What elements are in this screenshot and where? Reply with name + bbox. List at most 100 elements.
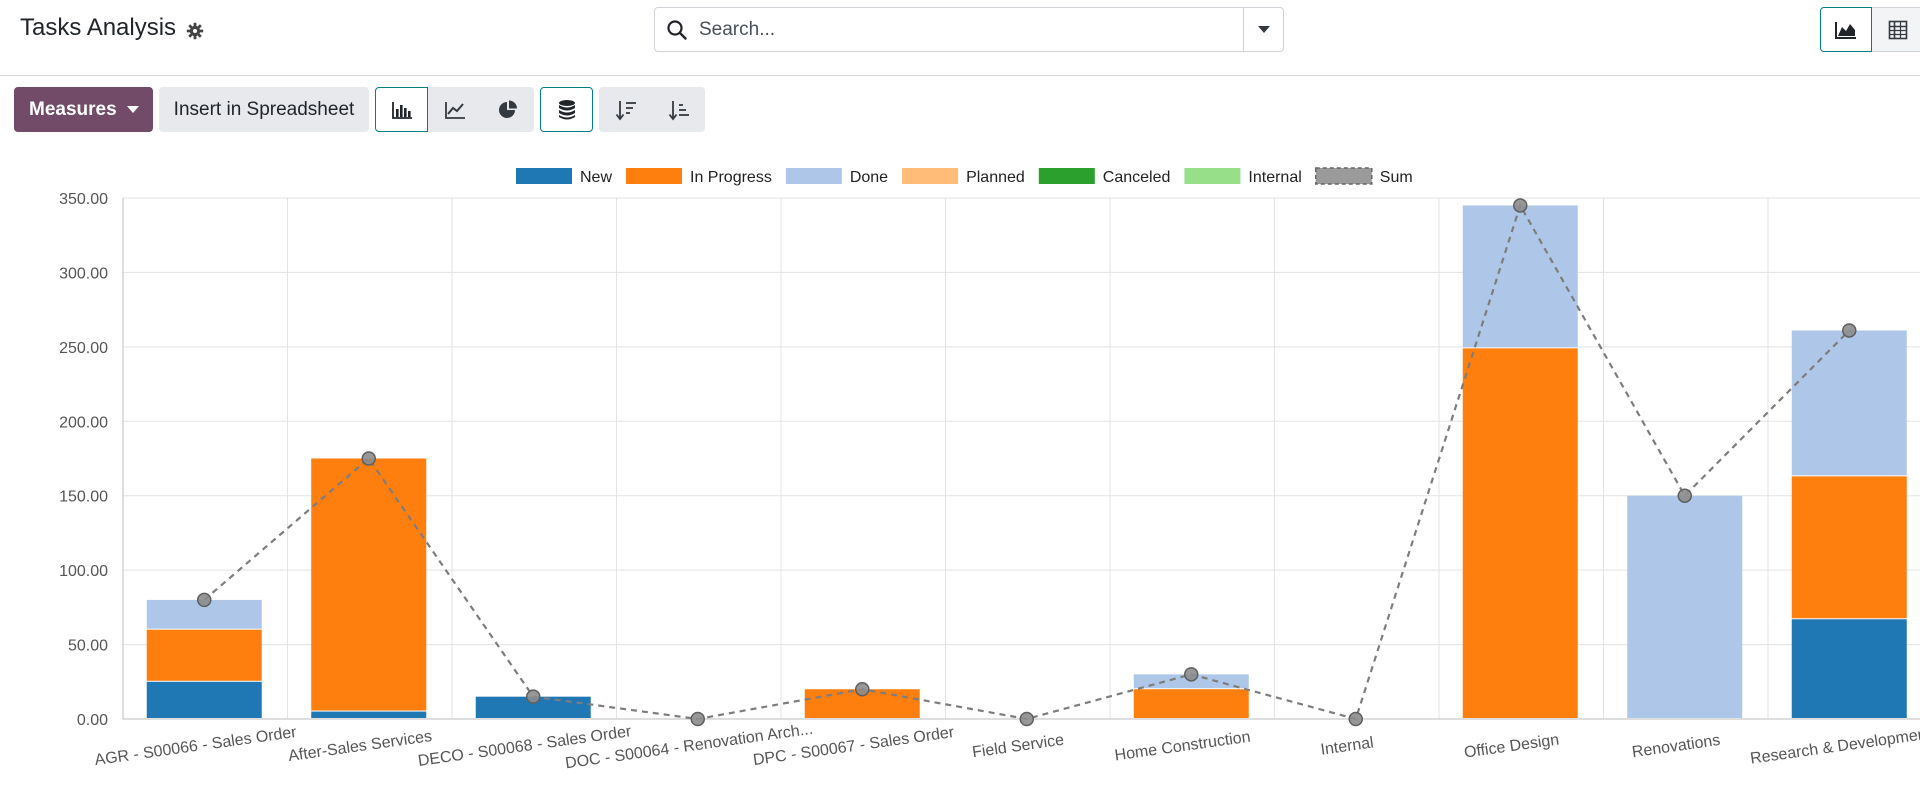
x-tick-label: Renovations <box>1631 732 1721 761</box>
database-stack-icon <box>558 99 575 119</box>
search-options-toggle[interactable] <box>1243 8 1283 51</box>
search-icon <box>655 8 699 51</box>
insert-label: Insert in Spreadsheet <box>173 98 355 120</box>
bar-segment <box>311 458 427 711</box>
graph-view-button[interactable] <box>1820 7 1872 52</box>
legend-item: Canceled <box>1038 168 1171 186</box>
sum-point <box>855 681 870 697</box>
y-tick-label: 250.00 <box>59 340 108 357</box>
sort-descending-icon <box>615 100 636 120</box>
measures-button[interactable]: Measures <box>14 87 153 132</box>
pie-chart-button[interactable] <box>481 87 535 132</box>
bar-segment <box>1462 205 1578 348</box>
bar-segment <box>311 711 427 718</box>
bar-segment <box>475 696 591 718</box>
legend-item: Planned <box>902 168 1025 186</box>
legend-swatch <box>902 168 959 184</box>
chart-y-axis: 0.00 50.00 100.00 150.00 200.00 250.00 300.00 3… <box>59 191 108 729</box>
x-tick-label: AGR - S00066 - Sales Order <box>94 724 299 769</box>
sum-point <box>1513 198 1528 213</box>
legend-label: New <box>580 169 612 186</box>
bar-segment <box>1133 689 1249 718</box>
bar-segment <box>1791 330 1907 476</box>
search-bar <box>654 7 1284 52</box>
sum-point <box>1348 711 1363 727</box>
bar-segment <box>1791 619 1907 718</box>
sum-line <box>203 202 1851 721</box>
sort-group <box>599 87 706 132</box>
legend-swatch <box>626 168 683 184</box>
sum-point <box>197 592 212 608</box>
sort-descending-button[interactable] <box>599 87 653 132</box>
bar-chart-button[interactable] <box>375 87 429 132</box>
x-tick-label: Research & Development <box>1749 725 1920 767</box>
sum-point <box>1019 711 1034 727</box>
legend-label: Internal <box>1248 169 1301 186</box>
area-chart-icon <box>1835 21 1856 39</box>
legend-item: Internal <box>1184 168 1302 186</box>
chart-sum-line <box>197 198 1857 727</box>
chart-legend: New In Progress Done Planned Canceled Interna… <box>516 167 1413 186</box>
legend-swatch <box>516 168 572 184</box>
bar-chart-icon <box>391 101 412 119</box>
legend-item: Done <box>785 168 888 186</box>
sort-ascending-button[interactable] <box>652 87 706 132</box>
sum-point <box>361 451 376 466</box>
legend-label: Done <box>850 169 888 186</box>
line-chart-button[interactable] <box>428 87 482 132</box>
breadcrumb: Tasks Analysis <box>20 14 204 42</box>
y-tick-label: 150.00 <box>59 489 108 506</box>
bar-segment <box>1627 495 1743 718</box>
y-tick-label: 350.00 <box>59 191 108 208</box>
legend-item: New <box>516 168 612 186</box>
y-tick-label: 200.00 <box>59 414 108 431</box>
y-tick-label: 100.00 <box>59 563 108 580</box>
x-tick-label: Office Design <box>1463 731 1560 761</box>
legend-item: In Progress <box>626 168 772 186</box>
measures-label: Measures <box>29 98 117 120</box>
caret-down-icon <box>1257 26 1270 33</box>
gear-icon[interactable] <box>186 19 204 40</box>
bar-segment <box>1462 348 1578 718</box>
y-tick-label: 50.00 <box>68 638 108 655</box>
legend-swatch <box>1315 167 1373 185</box>
chart-bars <box>146 205 1907 718</box>
x-tick-label: Field Service <box>971 732 1065 762</box>
control-panel-top: Tasks Analysis <box>0 0 1920 76</box>
legend-swatch <box>1184 168 1241 184</box>
sum-point <box>526 689 541 704</box>
legend-label: Planned <box>966 169 1025 186</box>
bar-segment <box>146 629 262 681</box>
legend-swatch <box>785 168 842 184</box>
search-input[interactable] <box>699 8 1243 51</box>
x-tick-label: Internal <box>1320 734 1375 758</box>
caret-down-icon <box>126 106 139 113</box>
sort-ascending-icon <box>668 100 689 120</box>
legend-label: Canceled <box>1103 169 1171 186</box>
stacked-toggle-button[interactable] <box>540 87 594 132</box>
sum-point <box>690 711 705 727</box>
bar-segment <box>1791 476 1907 619</box>
page-title: Tasks Analysis <box>20 14 177 41</box>
legend-swatch <box>1038 168 1095 184</box>
graph-toolbar: Measures Insert in Spreadsheet <box>14 87 706 132</box>
view-switcher <box>1820 7 1920 52</box>
sum-point <box>1677 488 1692 503</box>
graph-chart: New In Progress Done Planned Canceled Interna… <box>59 167 1920 773</box>
table-grid-icon <box>1888 20 1907 39</box>
pivot-view-button[interactable] <box>1872 7 1920 52</box>
chart-type-group <box>375 87 535 132</box>
x-tick-label: After-Sales Services <box>287 728 433 765</box>
insert-in-spreadsheet-button[interactable]: Insert in Spreadsheet <box>158 87 370 132</box>
sum-point <box>1842 323 1857 338</box>
pie-chart-icon <box>498 100 517 118</box>
legend-item: Sum <box>1315 167 1413 186</box>
x-tick-label: Home Construction <box>1114 729 1252 765</box>
y-tick-label: 300.00 <box>59 265 108 282</box>
legend-label: Sum <box>1380 169 1413 186</box>
line-chart-icon <box>444 101 465 119</box>
sum-point <box>1184 667 1199 682</box>
y-tick-label: 0.00 <box>77 712 108 729</box>
bar-segment <box>146 681 262 718</box>
